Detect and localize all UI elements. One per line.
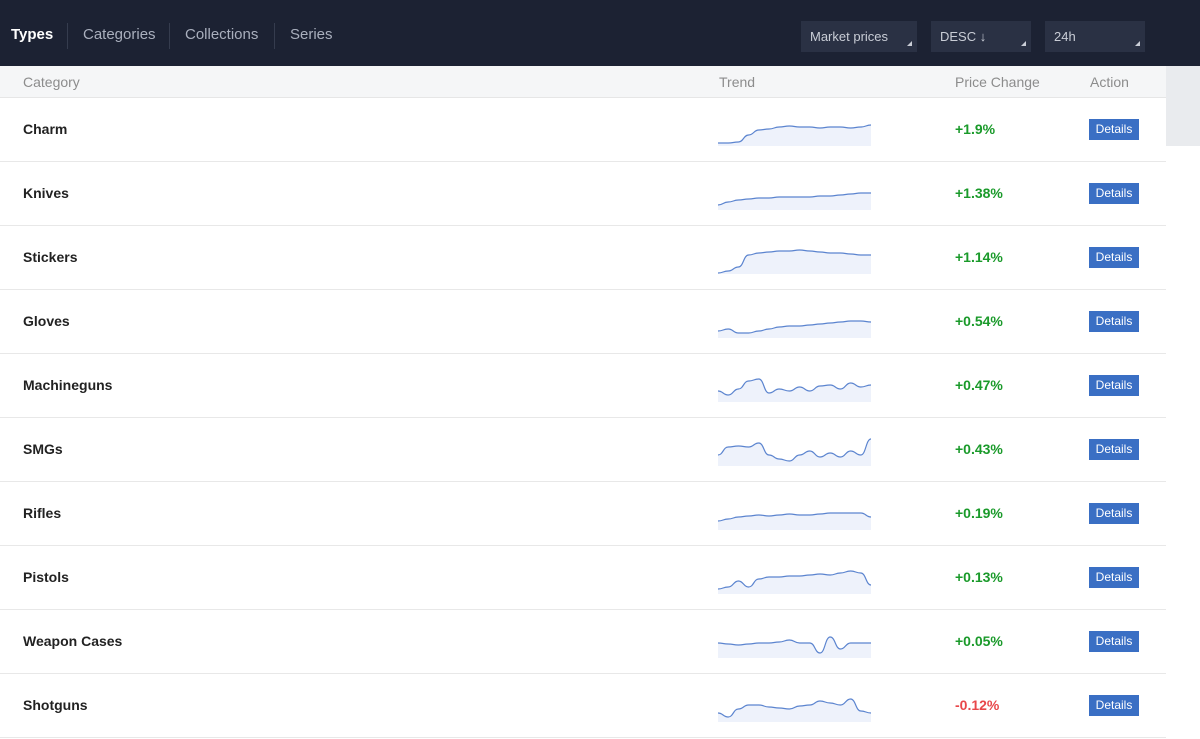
details-button[interactable]: Details [1089,119,1139,140]
column-header: Trend [719,74,756,90]
category-name: Knives [23,185,69,201]
details-button[interactable]: Details [1089,567,1139,588]
trend-sparkline [718,192,871,210]
category-name: Weapon Cases [23,633,123,649]
details-button[interactable]: Details [1089,439,1139,460]
price-change: +0.47% [955,377,1003,393]
column-header: Category [23,74,80,90]
trend-sparkline [718,438,872,466]
trend-sparkline [718,249,871,274]
details-button[interactable]: Details [1089,695,1139,716]
category-name: Machineguns [23,377,113,393]
sparkline-area [718,250,871,274]
price-change: +0.19% [955,505,1003,521]
trend-sparkline [718,124,872,146]
price-change: +0.54% [955,313,1003,329]
sparkline-line [718,570,872,590]
price-change: +0.05% [955,633,1003,649]
price-change: -0.12% [955,697,1000,713]
category-name: SMGs [23,441,63,457]
top-bar: Types Categories Collections Series Market p… [0,0,1200,66]
side-strip [1166,66,1200,146]
price-change: +1.38% [955,185,1003,201]
sparkline-area [718,379,871,402]
sparkline-area [718,637,871,658]
trend-sparkline [718,378,872,402]
table-row: Stickers +1.14% Details [0,226,1166,290]
nav-tab[interactable]: Collections [185,26,259,43]
dropdown[interactable]: 24h [1045,21,1145,52]
sparkline-line [718,320,872,334]
details-button[interactable]: Details [1089,183,1139,204]
category-name: Rifles [23,505,62,521]
sparkline-area [718,571,871,594]
details-button[interactable]: Details [1089,311,1139,332]
sparkline-area [718,513,871,530]
table-row: Charm +1.9% Details [0,98,1166,162]
column-header: Action [1090,74,1129,90]
trend-sparkline [718,636,871,658]
table-row: Weapon Cases +0.05% Details [0,610,1166,674]
sparkline-line [718,378,872,396]
trend-sparkline [718,320,872,338]
nav-tab[interactable]: Series [290,26,333,43]
category-name: Shotguns [23,697,88,713]
trend-sparkline [718,512,872,530]
price-change: +1.14% [955,249,1003,265]
sparkline-area [718,439,871,466]
trend-sparkline [718,570,872,594]
nav-tab[interactable]: Types [11,26,54,43]
price-change: +0.13% [955,569,1003,585]
category-name: Stickers [23,249,78,265]
sparkline-area [718,699,871,722]
trend-sparkline [718,698,872,722]
tab-separator [169,23,170,49]
sparkline-line [718,438,872,462]
sparkline-area [718,321,871,338]
dropdown[interactable]: DESC ↓ [931,21,1031,52]
price-change: +0.43% [955,441,1003,457]
tab-separator [67,23,68,49]
category-name: Gloves [23,313,70,329]
tab-separator [274,23,275,49]
dropdown[interactable]: Market prices [801,21,917,52]
price-change: +1.9% [955,121,996,137]
table-row: Machineguns +0.47% Details [0,354,1166,418]
table-row: Gloves +0.54% Details [0,290,1166,354]
sparkline-line [718,192,871,206]
details-button[interactable]: Details [1089,247,1139,268]
table-row: Shotguns -0.12% Details [0,674,1166,738]
nav-tab[interactable]: Categories [83,26,156,43]
details-button[interactable]: Details [1089,503,1139,524]
table-row: SMGs +0.43% Details [0,418,1166,482]
table-header: Category Trend Price Change Action [0,66,1166,98]
sparkline-line [718,698,872,718]
table-row: Pistols +0.13% Details [0,546,1166,610]
details-button[interactable]: Details [1089,375,1139,396]
table-row: Knives +1.38% Details [0,162,1166,226]
sparkline-area [718,193,871,210]
details-button[interactable]: Details [1089,631,1139,652]
sparkline-line [718,249,871,274]
column-header: Price Change [955,74,1040,90]
category-name: Pistols [23,569,69,585]
sparkline-line [718,124,872,144]
category-name: Charm [23,121,68,137]
sparkline-area [718,125,871,146]
sparkline-line [718,636,871,654]
sparkline-line [718,512,872,522]
table-row: Rifles +0.19% Details [0,482,1166,546]
